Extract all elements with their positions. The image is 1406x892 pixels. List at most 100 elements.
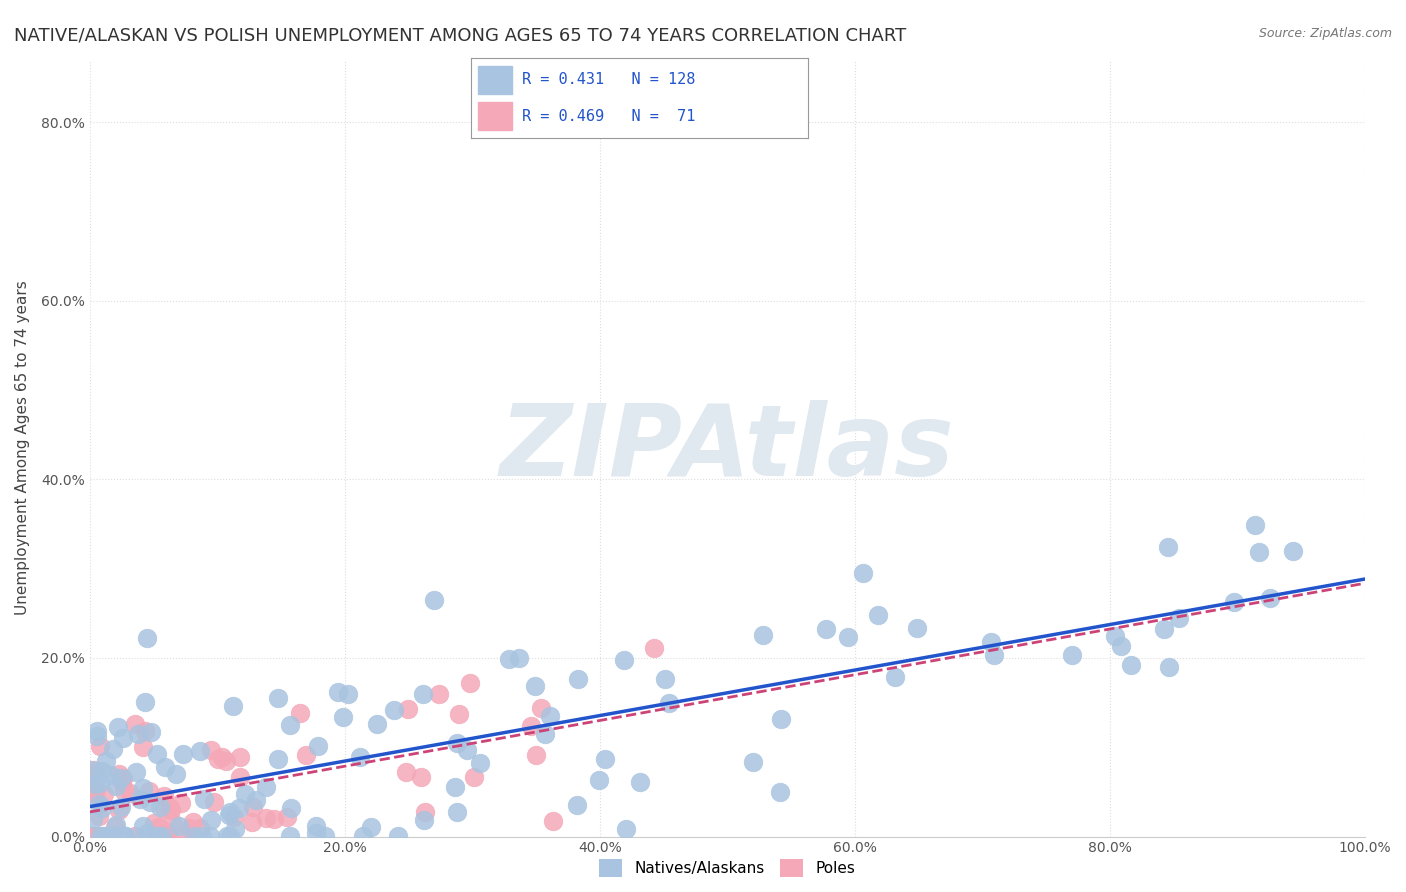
- Text: Source: ZipAtlas.com: Source: ZipAtlas.com: [1258, 27, 1392, 40]
- Natives/Alaskans: [98, 767, 121, 781]
- Poles: [108, 803, 131, 817]
- Natives/Alaskans: [508, 651, 530, 665]
- Natives/Alaskans: [104, 779, 127, 793]
- Natives/Alaskans: [134, 829, 156, 843]
- Natives/Alaskans: [658, 696, 681, 710]
- Poles: [89, 739, 111, 754]
- Natives/Alaskans: [86, 723, 108, 738]
- Natives/Alaskans: [1062, 648, 1084, 663]
- Natives/Alaskans: [167, 819, 190, 833]
- Natives/Alaskans: [1119, 657, 1142, 672]
- Natives/Alaskans: [1104, 629, 1126, 643]
- Natives/Alaskans: [349, 750, 371, 764]
- Natives/Alaskans: [131, 819, 153, 833]
- Poles: [458, 676, 481, 690]
- Natives/Alaskans: [112, 731, 135, 746]
- Natives/Alaskans: [80, 764, 103, 778]
- Poles: [200, 743, 222, 757]
- Poles: [520, 719, 543, 733]
- Poles: [276, 810, 298, 824]
- Natives/Alaskans: [307, 739, 329, 753]
- Poles: [148, 820, 170, 834]
- Natives/Alaskans: [533, 727, 555, 741]
- Poles: [98, 829, 121, 843]
- Poles: [157, 829, 180, 843]
- Poles: [112, 771, 135, 785]
- Bar: [478, 66, 512, 94]
- Natives/Alaskans: [134, 695, 156, 709]
- Natives/Alaskans: [595, 752, 617, 766]
- Poles: [447, 707, 470, 722]
- Natives/Alaskans: [538, 709, 561, 723]
- Poles: [463, 770, 485, 784]
- Natives/Alaskans: [314, 829, 336, 843]
- Natives/Alaskans: [188, 744, 211, 758]
- Poles: [240, 814, 263, 829]
- Natives/Alaskans: [352, 829, 374, 843]
- Natives/Alaskans: [191, 829, 214, 843]
- Poles: [160, 803, 183, 817]
- Poles: [159, 801, 181, 815]
- Natives/Alaskans: [1109, 639, 1132, 653]
- Poles: [170, 796, 193, 810]
- Natives/Alaskans: [93, 829, 115, 843]
- Natives/Alaskans: [360, 821, 382, 835]
- Poles: [104, 820, 127, 834]
- Natives/Alaskans: [1247, 545, 1270, 559]
- Natives/Alaskans: [218, 805, 240, 820]
- Natives/Alaskans: [1282, 544, 1305, 558]
- Poles: [156, 825, 179, 839]
- Natives/Alaskans: [127, 727, 149, 741]
- Natives/Alaskans: [89, 829, 111, 843]
- Poles: [134, 723, 156, 738]
- Natives/Alaskans: [280, 801, 302, 815]
- Natives/Alaskans: [1260, 591, 1282, 605]
- Poles: [263, 812, 285, 826]
- Natives/Alaskans: [628, 775, 651, 789]
- Natives/Alaskans: [89, 776, 111, 790]
- Natives/Alaskans: [983, 648, 1005, 662]
- Natives/Alaskans: [741, 756, 763, 770]
- Natives/Alaskans: [267, 690, 290, 705]
- Natives/Alaskans: [866, 608, 889, 623]
- Poles: [162, 815, 184, 830]
- Natives/Alaskans: [305, 819, 328, 833]
- Poles: [242, 799, 264, 814]
- Natives/Alaskans: [1244, 517, 1267, 532]
- Natives/Alaskans: [87, 797, 110, 811]
- Natives/Alaskans: [94, 755, 117, 769]
- Poles: [124, 829, 146, 843]
- Natives/Alaskans: [200, 813, 222, 827]
- Poles: [202, 795, 225, 809]
- Natives/Alaskans: [228, 800, 250, 814]
- Natives/Alaskans: [524, 679, 547, 693]
- Natives/Alaskans: [423, 592, 446, 607]
- Poles: [395, 764, 418, 779]
- Natives/Alaskans: [101, 742, 124, 756]
- Poles: [224, 810, 246, 824]
- Natives/Alaskans: [82, 812, 104, 826]
- Text: R = 0.431   N = 128: R = 0.431 N = 128: [522, 72, 695, 87]
- Natives/Alaskans: [136, 826, 159, 840]
- Natives/Alaskans: [468, 756, 491, 771]
- Poles: [541, 814, 564, 829]
- Natives/Alaskans: [104, 817, 127, 831]
- Natives/Alaskans: [224, 822, 246, 837]
- Natives/Alaskans: [135, 631, 157, 645]
- Legend: Natives/Alaskans, Poles: Natives/Alaskans, Poles: [593, 853, 862, 883]
- Natives/Alaskans: [498, 652, 520, 666]
- Poles: [83, 785, 105, 799]
- Natives/Alaskans: [837, 630, 859, 644]
- Natives/Alaskans: [110, 829, 132, 843]
- Natives/Alaskans: [567, 672, 589, 686]
- Poles: [83, 763, 105, 777]
- Natives/Alaskans: [1157, 540, 1180, 554]
- Natives/Alaskans: [278, 829, 301, 843]
- Natives/Alaskans: [172, 747, 194, 762]
- Natives/Alaskans: [149, 800, 172, 814]
- Natives/Alaskans: [456, 743, 478, 757]
- Poles: [80, 766, 103, 780]
- Natives/Alaskans: [97, 829, 120, 843]
- Natives/Alaskans: [245, 792, 267, 806]
- Natives/Alaskans: [131, 781, 153, 796]
